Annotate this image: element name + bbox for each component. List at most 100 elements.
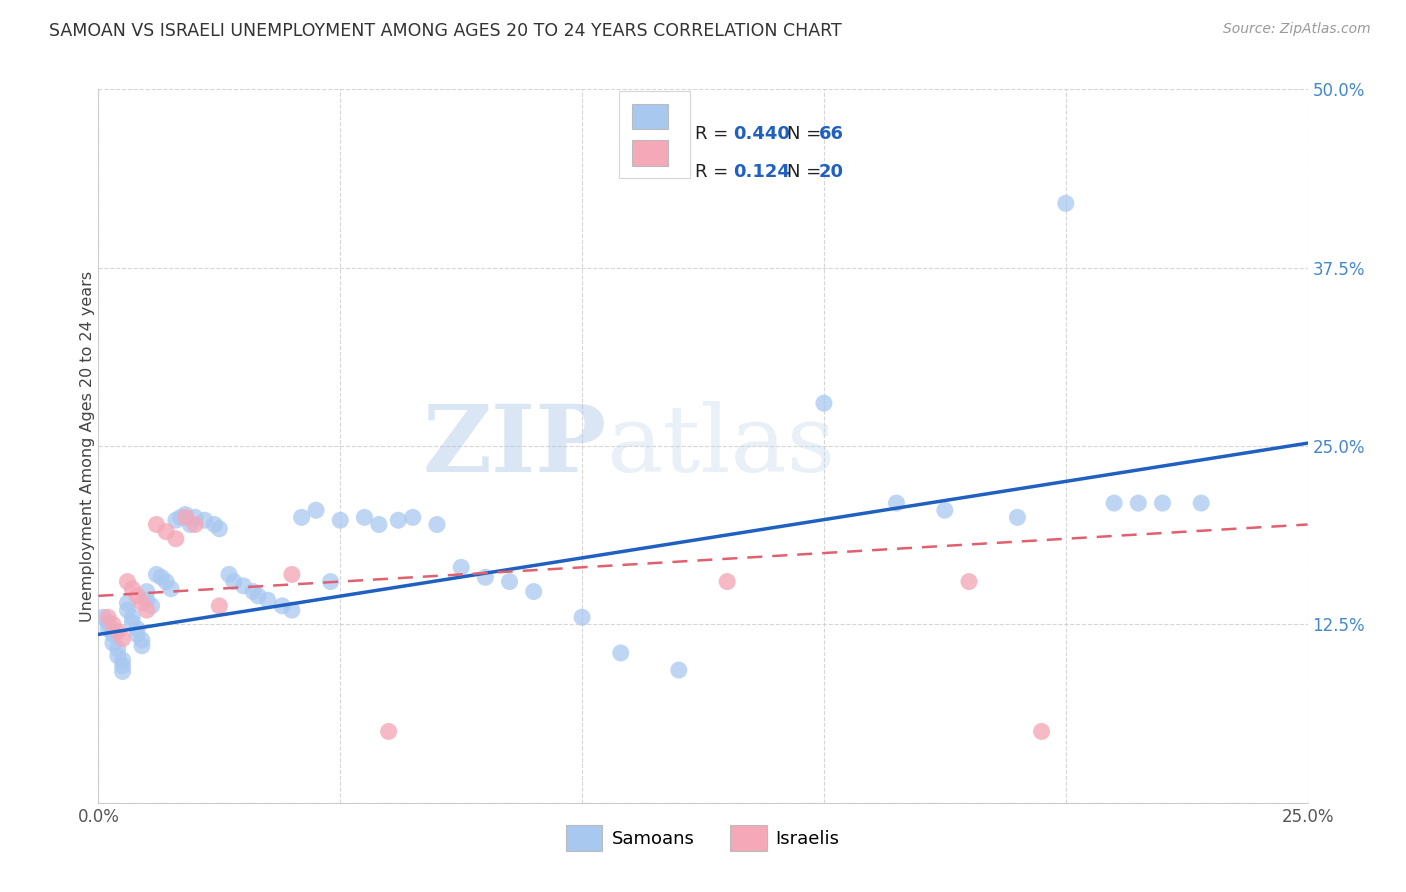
Point xyxy=(368,517,391,532)
Point xyxy=(179,517,201,532)
Text: atlas: atlas xyxy=(606,401,835,491)
Point xyxy=(1031,724,1053,739)
Point xyxy=(121,582,143,596)
Point xyxy=(402,510,425,524)
Point xyxy=(141,599,163,613)
Point xyxy=(97,615,120,630)
Point xyxy=(256,593,278,607)
Point xyxy=(155,574,177,589)
Point xyxy=(329,513,352,527)
Point xyxy=(450,560,472,574)
Point xyxy=(107,641,129,656)
Point xyxy=(1152,496,1174,510)
Point xyxy=(934,503,956,517)
Point xyxy=(101,617,124,632)
Text: 0.440: 0.440 xyxy=(733,125,790,143)
Point xyxy=(121,615,143,630)
Point xyxy=(813,396,835,410)
Point xyxy=(232,579,254,593)
Point xyxy=(150,570,173,584)
Point xyxy=(174,508,197,522)
Point xyxy=(145,567,167,582)
Point xyxy=(957,574,980,589)
Point xyxy=(107,624,129,639)
Point xyxy=(886,496,908,510)
Text: 0.124: 0.124 xyxy=(733,163,790,181)
Point xyxy=(174,510,197,524)
Y-axis label: Unemployment Among Ages 20 to 24 years: Unemployment Among Ages 20 to 24 years xyxy=(80,270,94,622)
Legend: Samoans, Israelis: Samoans, Israelis xyxy=(560,818,846,858)
Point xyxy=(165,532,187,546)
Point xyxy=(305,503,328,517)
Point xyxy=(1007,510,1029,524)
Text: 20: 20 xyxy=(818,163,844,181)
Text: N =: N = xyxy=(786,125,827,143)
Point xyxy=(571,610,593,624)
Point xyxy=(101,627,124,641)
Point xyxy=(111,665,134,679)
Point xyxy=(135,593,157,607)
Point xyxy=(184,517,207,532)
Point xyxy=(131,639,153,653)
Point xyxy=(184,510,207,524)
Point xyxy=(117,574,139,589)
Point xyxy=(91,610,114,624)
Point xyxy=(107,648,129,663)
Point xyxy=(111,632,134,646)
Point xyxy=(610,646,633,660)
Point xyxy=(117,596,139,610)
Point xyxy=(1102,496,1125,510)
Point xyxy=(716,574,738,589)
Point xyxy=(668,663,690,677)
Point xyxy=(387,513,409,527)
Point xyxy=(523,584,546,599)
Point xyxy=(131,596,153,610)
Point xyxy=(281,567,304,582)
Point xyxy=(111,653,134,667)
Point xyxy=(127,622,149,636)
Point xyxy=(377,724,399,739)
Point xyxy=(117,603,139,617)
Point xyxy=(208,599,231,613)
Point xyxy=(127,589,149,603)
Point xyxy=(97,622,120,636)
Point xyxy=(165,513,187,527)
Point xyxy=(97,610,120,624)
Point xyxy=(155,524,177,539)
Point xyxy=(1189,496,1212,510)
Point xyxy=(218,567,240,582)
Text: ZIP: ZIP xyxy=(422,401,606,491)
Point xyxy=(319,574,342,589)
Point xyxy=(127,627,149,641)
Point xyxy=(1054,196,1077,211)
Point xyxy=(426,517,449,532)
Text: N =: N = xyxy=(786,163,827,181)
Point xyxy=(271,599,294,613)
Point xyxy=(247,589,270,603)
Point xyxy=(135,584,157,599)
Point xyxy=(222,574,245,589)
Text: R =: R = xyxy=(695,125,734,143)
Point xyxy=(498,574,520,589)
Text: R =: R = xyxy=(695,163,734,181)
Text: SAMOAN VS ISRAELI UNEMPLOYMENT AMONG AGES 20 TO 24 YEARS CORRELATION CHART: SAMOAN VS ISRAELI UNEMPLOYMENT AMONG AGE… xyxy=(49,22,842,40)
Point xyxy=(194,513,217,527)
Point xyxy=(160,582,183,596)
Point xyxy=(204,517,226,532)
Point xyxy=(290,510,312,524)
Point xyxy=(208,522,231,536)
Point xyxy=(353,510,375,524)
Point xyxy=(145,517,167,532)
Point xyxy=(281,603,304,617)
Point xyxy=(1128,496,1150,510)
Text: Source: ZipAtlas.com: Source: ZipAtlas.com xyxy=(1223,22,1371,37)
Point xyxy=(111,658,134,673)
Point xyxy=(131,633,153,648)
Point xyxy=(121,610,143,624)
Point xyxy=(169,510,191,524)
Point xyxy=(101,636,124,650)
Point xyxy=(474,570,496,584)
Point xyxy=(242,584,264,599)
Text: 66: 66 xyxy=(818,125,844,143)
Point xyxy=(135,603,157,617)
